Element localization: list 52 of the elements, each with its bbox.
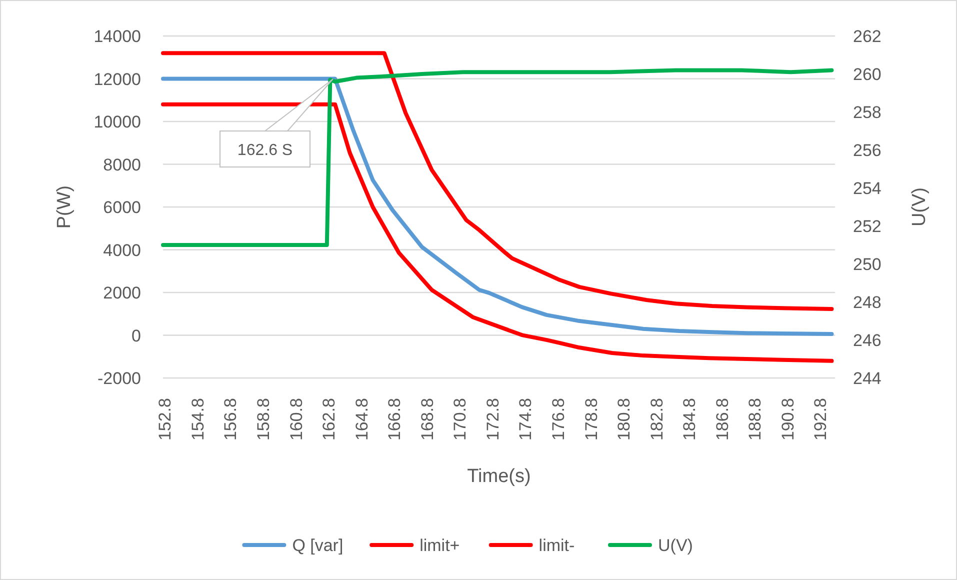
line-series xyxy=(161,102,834,363)
y2-tick-label: 248 xyxy=(853,293,882,312)
annotation: 162.6 S xyxy=(237,142,293,159)
y2-tick-label: 260 xyxy=(853,65,882,84)
legend-label: limit- xyxy=(538,536,575,555)
x-tick-label: 178.8 xyxy=(582,398,601,441)
y2-tick-label: 244 xyxy=(853,369,882,388)
legend-label: limit+ xyxy=(420,536,460,555)
line-series xyxy=(161,76,834,336)
x-tick-label: 184.8 xyxy=(680,398,700,441)
x-tick-label: 182.8 xyxy=(647,398,666,441)
y2-tick-label: 250 xyxy=(853,255,882,274)
x-tick-label: 172.8 xyxy=(483,398,502,441)
x-tick-label: 168.8 xyxy=(418,398,437,441)
x-tick-label: 166.8 xyxy=(385,398,404,441)
line-series xyxy=(161,51,834,311)
y-tick-label: 10000 xyxy=(94,112,141,132)
y-tick-label: 0 xyxy=(132,326,141,346)
x-tick-label: 174.8 xyxy=(516,398,536,441)
x-tick-label: 186.8 xyxy=(712,398,732,441)
y2-tick-label: 254 xyxy=(853,179,882,198)
x-tick-label: 154.8 xyxy=(188,398,208,441)
y-tick-label: 12000 xyxy=(94,70,141,89)
y-tick-label: 6000 xyxy=(103,198,141,217)
y2-tick-label: 246 xyxy=(853,331,882,350)
x-axis-title: Time(s) xyxy=(467,466,531,487)
legend-label: U(V) xyxy=(658,536,693,555)
x-tick-label: 170.8 xyxy=(450,398,470,441)
y2-tick-label: 258 xyxy=(853,103,882,122)
y-tick-label: -2000 xyxy=(98,369,141,388)
x-tick-label: 190.8 xyxy=(778,398,798,441)
y-tick-label: 8000 xyxy=(103,155,141,174)
line-series xyxy=(161,68,834,247)
x-tick-label: 156.8 xyxy=(221,398,240,441)
x-tick-label: 152.8 xyxy=(156,398,175,441)
y2-tick-label: 256 xyxy=(853,141,882,160)
y2-tick-label: 262 xyxy=(853,27,882,46)
y-axis-title: P(W) xyxy=(54,185,75,229)
y-tick-label: 2000 xyxy=(103,284,141,302)
x-tick-label: 180.8 xyxy=(614,398,634,441)
x-tick-label: 192.8 xyxy=(811,398,830,441)
x-tick-label: 188.8 xyxy=(746,398,765,441)
x-tick-label: 158.8 xyxy=(254,398,273,441)
x-tick-label: 162.8 xyxy=(320,398,339,441)
legend-label: Q [var] xyxy=(292,536,344,555)
y2-tick-label: 252 xyxy=(853,217,882,236)
y-tick-label: 4000 xyxy=(103,240,141,260)
x-tick-label: 176.8 xyxy=(549,398,568,441)
y2-axis-title: U(V) xyxy=(909,187,930,227)
x-tick-label: 160.8 xyxy=(286,398,306,441)
y-tick-label: 14000 xyxy=(94,27,141,46)
x-tick-label: 164.8 xyxy=(352,398,372,441)
